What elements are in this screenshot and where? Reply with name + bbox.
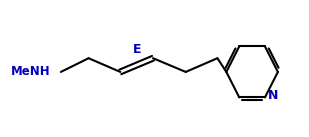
- Text: N: N: [268, 89, 278, 102]
- Text: MeNH: MeNH: [11, 65, 51, 78]
- Text: E: E: [133, 43, 141, 56]
